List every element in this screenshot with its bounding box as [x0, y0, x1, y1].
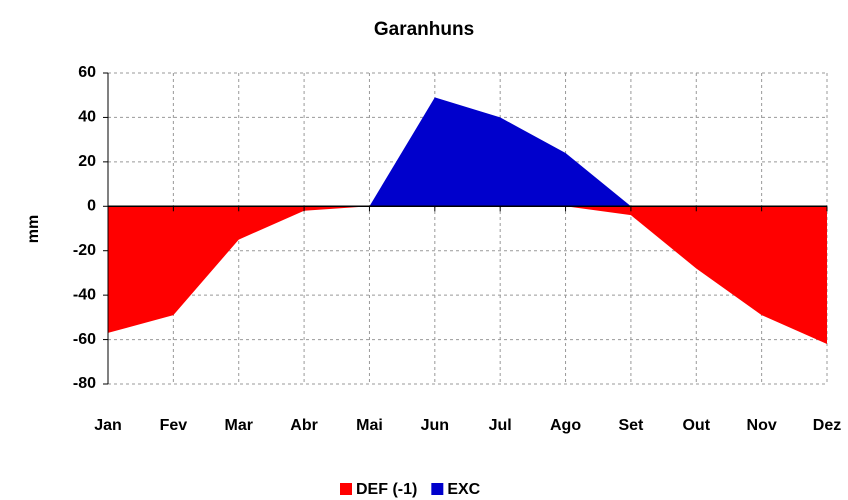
x-tick-label: Out: [682, 417, 710, 434]
x-tick-label: Ago: [550, 417, 581, 434]
chart-title: Garanhuns: [374, 19, 474, 40]
x-tick-label: Jan: [94, 417, 122, 434]
legend-swatch: [431, 483, 444, 495]
y-tick-label: -20: [73, 242, 96, 259]
x-tick-label: Nov: [747, 417, 777, 434]
x-tick-label: Abr: [290, 417, 318, 434]
x-tick-label: Fev: [160, 417, 188, 434]
y-tick-label: 0: [87, 198, 96, 215]
x-tick-label: Mai: [356, 417, 383, 434]
y-tick-label: -40: [73, 286, 96, 303]
x-tick-label: Jul: [489, 417, 512, 434]
y-tick-label: -60: [73, 331, 96, 348]
x-tick-label: Dez: [813, 417, 841, 434]
y-tick-label: -80: [73, 375, 96, 392]
legend-swatch: [340, 483, 352, 495]
legend-label: EXC: [447, 481, 480, 498]
y-tick-label: 20: [78, 153, 96, 170]
area: [108, 97, 827, 207]
x-tick-label: Set: [618, 417, 644, 434]
area: [108, 206, 827, 345]
y-axis-label: mm: [25, 215, 42, 243]
y-tick-label: 40: [78, 109, 96, 126]
legend-label: DEF (-1): [356, 481, 417, 498]
y-tick-label: 60: [78, 64, 96, 81]
x-tick-label: Jun: [421, 417, 449, 434]
x-tick-label: Mar: [225, 417, 253, 434]
